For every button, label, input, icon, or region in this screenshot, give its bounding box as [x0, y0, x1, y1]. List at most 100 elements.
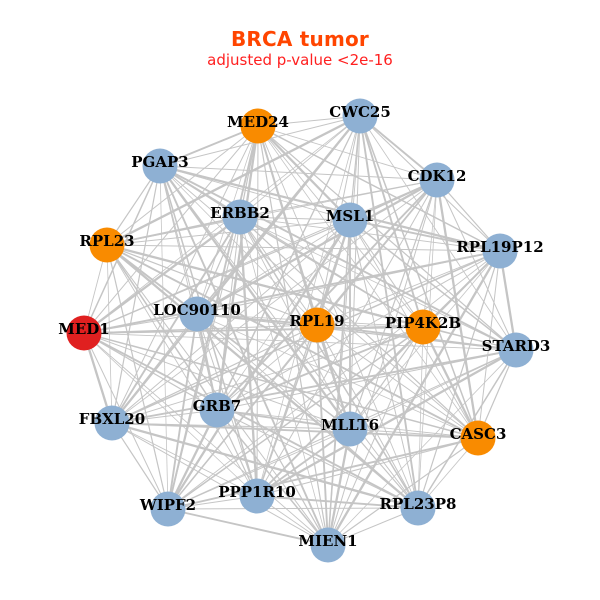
- edge-line: [159, 165, 169, 510]
- edge-line: [196, 313, 351, 430]
- edge-line: [239, 216, 351, 221]
- edge-line: [167, 437, 479, 510]
- edge-line: [196, 216, 241, 315]
- edge-line: [417, 326, 424, 509]
- edge-line: [106, 244, 258, 497]
- edge-line: [106, 244, 501, 252]
- edge-line: [359, 115, 424, 328]
- edge-line: [106, 244, 517, 351]
- edge-line: [239, 115, 361, 218]
- edge-line: [239, 216, 517, 351]
- edge-line: [106, 244, 169, 510]
- edge-line: [239, 216, 329, 546]
- edge-line: [239, 216, 318, 326]
- edge-line: [238, 216, 259, 497]
- edge-line: [111, 422, 258, 497]
- edge-line: [167, 219, 351, 510]
- node-circle-RPL19: [299, 307, 335, 343]
- edge-line: [256, 495, 419, 509]
- edge-line: [159, 165, 419, 509]
- node-circle-RPL19P12: [482, 233, 518, 269]
- edge-line: [315, 324, 352, 430]
- edge-line: [359, 115, 419, 509]
- node-label-WIPF2: WIPF2: [139, 496, 196, 514]
- edge-line: [327, 349, 517, 546]
- edge-line: [167, 428, 351, 510]
- node-label-PPP1R10: PPP1R10: [218, 483, 296, 501]
- node-label-CASC3: CASC3: [450, 425, 507, 443]
- edge-line: [83, 332, 419, 509]
- node-circle-MIEN1: [310, 527, 346, 563]
- edge-line: [83, 219, 351, 334]
- node-circle-PGAP3: [142, 148, 178, 184]
- edge-line: [216, 409, 351, 430]
- edge-line: [349, 219, 419, 509]
- edge-line: [257, 125, 438, 181]
- edge-line: [111, 349, 517, 424]
- edge-line: [327, 250, 501, 546]
- edge-line: [256, 437, 479, 497]
- node-label-PGAP3: PGAP3: [131, 153, 188, 171]
- edge-line: [239, 216, 424, 328]
- edge-line: [83, 115, 361, 334]
- node-circle-LOC90110: [179, 296, 215, 332]
- edge-line: [83, 332, 258, 497]
- edge-line: [316, 324, 479, 439]
- edge-line: [159, 164, 501, 253]
- edge-line: [421, 326, 480, 439]
- edge-line: [349, 219, 501, 252]
- edge-line: [422, 179, 438, 328]
- edge-line: [256, 326, 424, 497]
- edge-line: [159, 125, 259, 167]
- edge-line: [327, 437, 479, 546]
- edge-line: [196, 313, 479, 439]
- edge-line: [256, 125, 259, 497]
- edge-line: [239, 216, 501, 252]
- node-label-RPL19P12: RPL19P12: [456, 238, 543, 256]
- edge-line: [111, 326, 424, 424]
- edge-line: [167, 508, 329, 546]
- edge-line: [167, 313, 198, 510]
- node-label-MED24: MED24: [227, 113, 289, 131]
- node-circle-CWC25: [342, 98, 378, 134]
- node-label-CDK12: CDK12: [408, 167, 467, 185]
- edge-line: [196, 178, 438, 316]
- node-circle-ERBB2: [222, 199, 258, 235]
- node-label-CWC25: CWC25: [329, 103, 391, 121]
- node-label-MIEN1: MIEN1: [298, 532, 357, 550]
- edge-line: [167, 507, 419, 510]
- edge-line: [417, 250, 501, 509]
- edge-line: [111, 421, 419, 510]
- edge-line: [83, 332, 351, 430]
- edge-line: [216, 219, 351, 411]
- edge-line: [216, 409, 329, 546]
- edge-line: [257, 125, 517, 351]
- node-circle-CDK12: [419, 162, 455, 198]
- edge-line: [167, 324, 318, 510]
- edge-line: [111, 324, 318, 424]
- edge-line: [477, 250, 501, 439]
- node-label-LOC90110: LOC90110: [153, 301, 241, 319]
- node-label-ERBB2: ERBB2: [210, 204, 270, 222]
- edge-line: [83, 326, 424, 334]
- edge-line: [196, 219, 351, 315]
- edge-line: [196, 313, 419, 509]
- node-circle-FBXL20: [94, 405, 130, 441]
- node-circle-PIP4K2B: [405, 309, 441, 345]
- edge-line: [216, 216, 241, 411]
- edge-line: [83, 216, 241, 334]
- edge-line: [111, 219, 351, 424]
- edge-line: [349, 428, 479, 439]
- edge-line: [256, 348, 517, 498]
- edge-line: [436, 179, 517, 351]
- edge-line: [83, 332, 329, 546]
- edge-line: [316, 250, 501, 326]
- edge-line: [167, 216, 241, 510]
- edge-line: [257, 125, 419, 509]
- edge-line: [216, 324, 318, 411]
- edge-line: [159, 165, 438, 181]
- edge-line: [326, 428, 352, 546]
- edge-line: [349, 326, 424, 430]
